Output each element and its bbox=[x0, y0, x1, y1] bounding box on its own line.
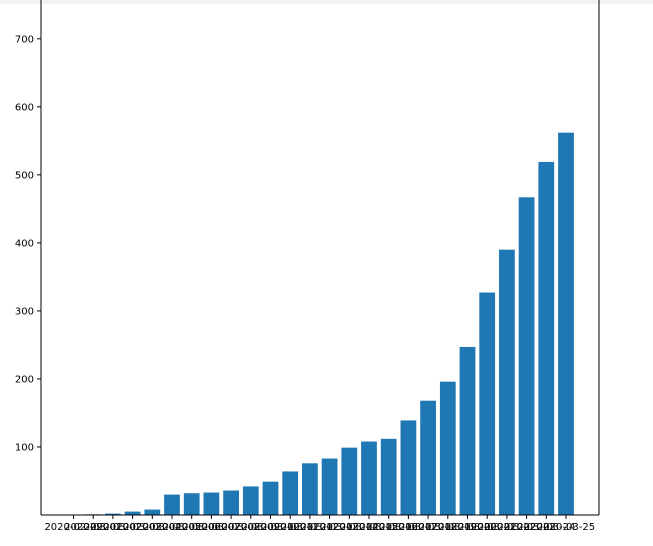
bar bbox=[499, 249, 515, 515]
x-tick-label: 2020-03-15 bbox=[340, 522, 398, 533]
y-tick-label: 400 bbox=[15, 238, 34, 249]
x-tick-label: 2020-03-07 bbox=[182, 522, 240, 533]
bar bbox=[420, 400, 436, 515]
x-tick-label: 2020-03-21 bbox=[458, 522, 516, 533]
x-tick-label: 2020-03-09 bbox=[222, 522, 280, 533]
x-tick-label: 2020-03-24 bbox=[517, 522, 575, 533]
x-tick-label: 2020-03-05 bbox=[143, 522, 201, 533]
x-tick-label: 2020-03-19 bbox=[419, 522, 477, 533]
x-tick-label: 2020-03-06 bbox=[163, 522, 221, 533]
x-tick-label: 2020-03-01 bbox=[64, 522, 122, 533]
bar bbox=[538, 161, 555, 515]
bar bbox=[321, 458, 338, 515]
y-tick-label: 300 bbox=[15, 306, 34, 317]
x-tick-label: 2020-03-23 bbox=[498, 522, 556, 533]
bar bbox=[242, 486, 259, 515]
bar bbox=[400, 420, 417, 515]
bar bbox=[479, 292, 496, 515]
bar bbox=[459, 346, 476, 515]
y-tick-label: 100 bbox=[15, 442, 34, 453]
y-tick-label: 200 bbox=[15, 374, 34, 385]
bar bbox=[262, 481, 279, 515]
x-tick-label: 2020-03-11 bbox=[261, 522, 319, 533]
x-tick-label: 2020-02-29 bbox=[44, 522, 102, 533]
bar bbox=[302, 463, 318, 515]
x-tick-label: 2020-03-03 bbox=[104, 522, 162, 533]
bar bbox=[124, 511, 141, 515]
bar bbox=[183, 493, 200, 515]
bar bbox=[203, 492, 220, 515]
bar bbox=[518, 197, 535, 516]
bar bbox=[380, 438, 397, 515]
bar bbox=[144, 509, 161, 515]
x-tick-label: 2020-03-04 bbox=[123, 522, 181, 533]
bar bbox=[558, 132, 574, 516]
bar bbox=[439, 381, 456, 515]
y-tick-label: 700 bbox=[15, 34, 34, 45]
x-tick-label: 2020-03-02 bbox=[84, 522, 142, 533]
bar bbox=[361, 441, 377, 515]
bar bbox=[164, 494, 180, 515]
x-tick-label: 2020-03-16 bbox=[360, 522, 418, 533]
bar bbox=[105, 513, 121, 515]
x-tick-label: 2020-03-20 bbox=[438, 522, 496, 533]
x-tick-label: 2020-03-22 bbox=[478, 522, 536, 533]
x-tick-label: 2020-03-17 bbox=[379, 522, 437, 533]
x-tick-label: 2020-03-14 bbox=[320, 522, 378, 533]
x-tick-label: 2020-03-13 bbox=[301, 522, 359, 533]
bar bbox=[341, 447, 358, 515]
bar bbox=[282, 471, 299, 515]
x-tick-label: 2020-03-25 bbox=[537, 522, 595, 533]
bar bbox=[223, 490, 239, 515]
y-tick-label: 600 bbox=[15, 102, 34, 113]
x-tick-label: 2020-03-08 bbox=[202, 522, 260, 533]
x-tick-label: 2020-03-10 bbox=[241, 522, 299, 533]
y-tick-label: 500 bbox=[15, 170, 34, 181]
top-shadow bbox=[0, 0, 653, 4]
x-tick-label: 2020-03-12 bbox=[281, 522, 339, 533]
x-tick-label: 2020-03-18 bbox=[399, 522, 457, 533]
